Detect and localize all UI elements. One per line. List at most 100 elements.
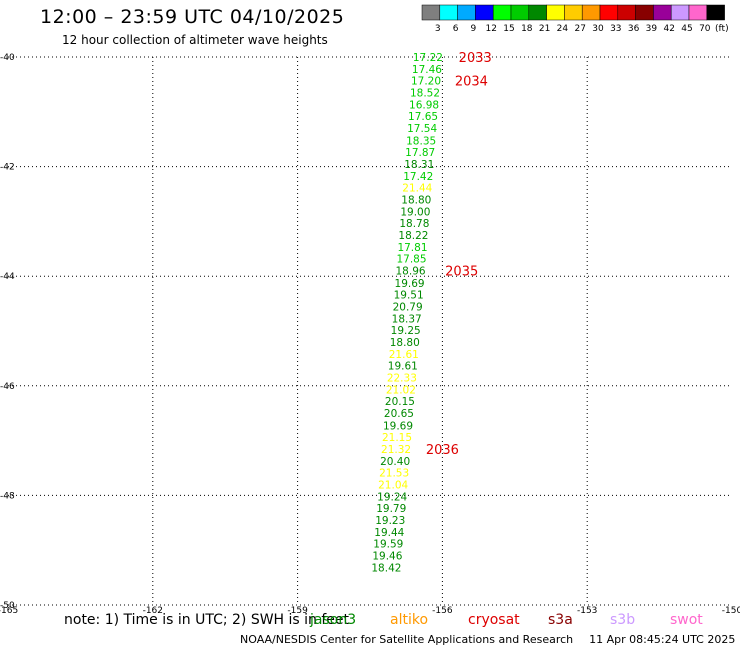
- wave-height-point: 21.04: [378, 479, 408, 491]
- wave-height-point: 19.69: [383, 420, 413, 432]
- wave-height-point: 18.78: [399, 218, 429, 230]
- wave-height-point: 19.25: [391, 325, 421, 337]
- legend-label: 6: [453, 24, 459, 34]
- wave-height-point: 21.02: [386, 385, 416, 397]
- x-tick-label: -165: [0, 606, 18, 616]
- legend-label: 30: [592, 24, 604, 34]
- y-tick-label: -50: [0, 601, 15, 611]
- wave-height-point: 19.69: [395, 278, 425, 290]
- wave-height-point: 18.22: [398, 230, 428, 242]
- x-tick-label: -156: [432, 606, 453, 616]
- legend-swatch: [581, 4, 601, 21]
- wave-height-point: 19.23: [375, 515, 405, 527]
- wave-height-point: 21.32: [381, 444, 411, 456]
- legend-swatch: [421, 4, 441, 21]
- satellite-s3b: s3b: [610, 612, 636, 628]
- wave-height-point: 19.46: [372, 551, 402, 563]
- y-tick-label: -46: [0, 382, 15, 392]
- color-legend: 3 6 9 12 15 18 21 24 27 30 33 36 39 42 45 70 (ft): [421, 4, 729, 34]
- wave-height-point: 20.15: [385, 396, 415, 408]
- y-tick-label: -42: [0, 163, 15, 173]
- legend-swatch: [510, 4, 530, 21]
- legend-swatch: [492, 4, 512, 21]
- wave-height-point: 18.37: [392, 313, 422, 325]
- satellite-jason3: jason3: [310, 612, 357, 628]
- legend-swatch: [599, 4, 619, 21]
- legend-label: 27: [574, 24, 585, 34]
- legend-label: 15: [503, 24, 514, 34]
- wave-height-point: 18.80: [401, 194, 431, 206]
- wave-height-points: 17.2217.4617.2018.5216.9817.6517.5418.35…: [371, 52, 443, 575]
- legend-label: 9: [471, 24, 477, 34]
- legend-label: 3: [435, 24, 441, 34]
- legend-label: 70: [699, 24, 711, 34]
- wave-height-point: 19.59: [373, 539, 403, 551]
- legend-unit: (ft): [715, 24, 729, 34]
- note-text: note: 1) Time is in UTC; 2) SWH is in fe…: [64, 612, 350, 628]
- wave-height-point: 17.81: [397, 242, 427, 254]
- legend-swatch: [617, 4, 636, 21]
- legend-swatch: [653, 4, 672, 21]
- legend-swatch: [475, 4, 494, 21]
- wave-height-point: 17.46: [412, 64, 442, 76]
- wave-height-point: 17.54: [407, 123, 437, 135]
- legend-label: 45: [681, 24, 692, 34]
- wave-height-point: 18.96: [396, 266, 426, 278]
- wave-height-point: 21.15: [382, 432, 412, 444]
- pass-time-label: 2034: [455, 75, 488, 90]
- x-tick-label: -153: [577, 606, 597, 616]
- pass-time-label: 2035: [445, 265, 478, 280]
- y-tick-label: -48: [0, 491, 15, 501]
- legend-swatch: [546, 4, 565, 21]
- satellite-cryosat: cryosat: [468, 612, 520, 628]
- wave-height-point: 16.98: [409, 100, 439, 112]
- legend-label: 21: [539, 24, 550, 34]
- legend-swatch: [457, 4, 476, 21]
- wave-height-point: 18.52: [410, 88, 440, 100]
- wave-height-point: 22.33: [387, 373, 417, 385]
- legend-swatch: [670, 4, 690, 21]
- wave-height-point: 17.87: [405, 147, 435, 159]
- pass-time-labels: 2033 2034 2035 2036: [426, 51, 492, 458]
- footer-timestamp: 11 Apr 08:45:24 UTC 2025: [589, 633, 736, 646]
- satellite-altiko: altiko: [390, 612, 429, 628]
- legend-swatch: [706, 4, 725, 21]
- satellite-swot: swot: [670, 612, 703, 628]
- x-axis-ticks: -165 -162 -159 -156 -153 -150: [0, 606, 740, 616]
- legend-label: 12: [485, 24, 496, 34]
- wave-height-point: 18.42: [371, 563, 401, 575]
- wave-height-point: 18.31: [404, 159, 434, 171]
- chart-title: 12:00 – 23:59 UTC 04/10/2025: [40, 6, 345, 28]
- wave-height-point: 17.85: [396, 254, 426, 266]
- wave-height-point: 18.35: [406, 135, 436, 147]
- wave-height-point: 19.61: [388, 361, 418, 373]
- footer-credit: NOAA/NESDIS Center for Satellite Applica…: [240, 633, 574, 646]
- wave-height-point: 17.42: [403, 171, 433, 183]
- wave-height-point: 17.65: [408, 111, 438, 123]
- legend-label: 39: [646, 24, 658, 34]
- x-tick-label: -162: [143, 606, 163, 616]
- wave-height-point: 19.44: [374, 527, 404, 539]
- legend-label: 36: [628, 24, 640, 34]
- legend-swatch: [439, 4, 458, 21]
- legend-label: 18: [521, 24, 533, 34]
- wave-height-point: 21.61: [389, 349, 419, 361]
- pass-time-label: 2033: [459, 51, 492, 66]
- legend-label: 33: [610, 24, 621, 34]
- x-tick-label: -150: [722, 606, 740, 616]
- wave-height-point: 20.40: [380, 456, 410, 468]
- legend-swatch: [528, 4, 547, 21]
- wave-height-point: 19.79: [376, 503, 406, 515]
- chart-subtitle: 12 hour collection of altimeter wave hei…: [62, 33, 328, 47]
- legend-swatch: [635, 4, 654, 21]
- wave-height-point: 21.53: [379, 467, 409, 479]
- wave-height-point: 19.51: [394, 289, 424, 301]
- satellite-s3a: s3a: [548, 612, 573, 628]
- y-tick-label: -44: [0, 272, 15, 282]
- grid-lines: [8, 57, 732, 605]
- wave-height-point: 19.00: [400, 207, 430, 219]
- wave-height-point: 17.22: [413, 52, 443, 64]
- legend-swatch: [564, 4, 583, 21]
- legend-label: 24: [557, 24, 569, 34]
